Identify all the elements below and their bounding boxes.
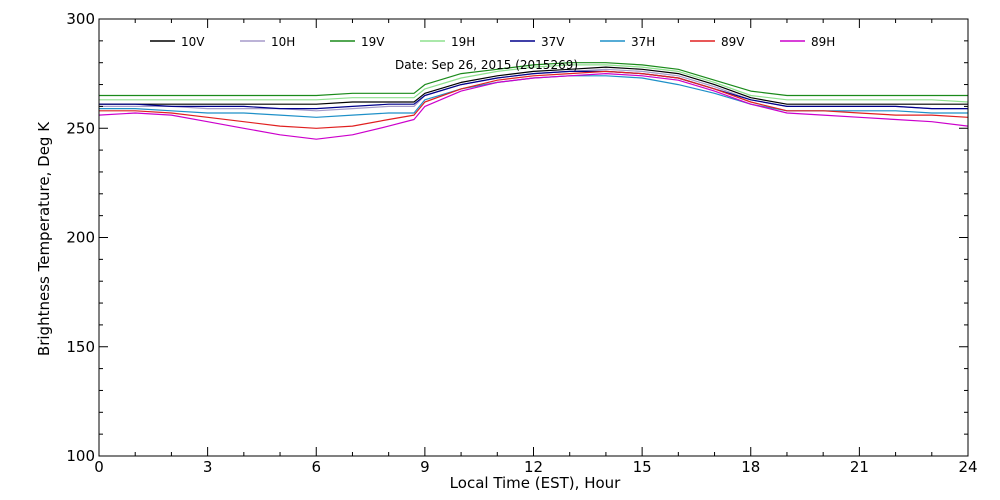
x-tick-label: 12 <box>524 458 543 476</box>
x-tick-label: 21 <box>850 458 869 476</box>
legend-label-37v: 37V <box>541 35 565 49</box>
series-line-37h <box>99 75 968 118</box>
legend-label-89h: 89H <box>811 35 835 49</box>
legend-label-37h: 37H <box>631 35 655 49</box>
series-line-37v <box>99 70 968 110</box>
series-line-89v <box>99 70 969 129</box>
y-axis-title: Brightness Temperature, Deg K <box>35 121 53 356</box>
plot-frame <box>98 18 969 457</box>
y-tick-label: 150 <box>66 338 95 356</box>
x-tick-label: 6 <box>311 458 321 476</box>
legend-label-89v: 89V <box>721 35 745 49</box>
legend-label-19v: 19V <box>361 35 385 49</box>
x-tick-label: 9 <box>420 458 430 476</box>
legend-label-19h: 19H <box>451 35 475 49</box>
x-axis-title: Local Time (EST), Hour <box>450 474 621 492</box>
x-tick-label: 0 <box>94 458 104 476</box>
x-tick-label: 15 <box>633 458 652 476</box>
legend-label-10h: 10H <box>271 35 295 49</box>
x-tick-label: 24 <box>958 458 977 476</box>
y-tick-label: 300 <box>66 10 95 28</box>
y-tick-label: 250 <box>66 119 95 137</box>
y-tick-label: 200 <box>66 229 95 247</box>
legend-label-10v: 10V <box>181 35 205 49</box>
series-line-89h <box>98 72 969 140</box>
date-annotation: Date: Sep 26, 2015 (2015269) <box>395 58 578 72</box>
series-line-19h <box>99 64 969 103</box>
y-tick-label: 100 <box>66 447 95 465</box>
x-tick-label: 3 <box>203 458 213 476</box>
series-line-19v <box>99 62 968 97</box>
series-line-10v <box>99 66 968 105</box>
x-tick-label: 18 <box>741 458 760 476</box>
